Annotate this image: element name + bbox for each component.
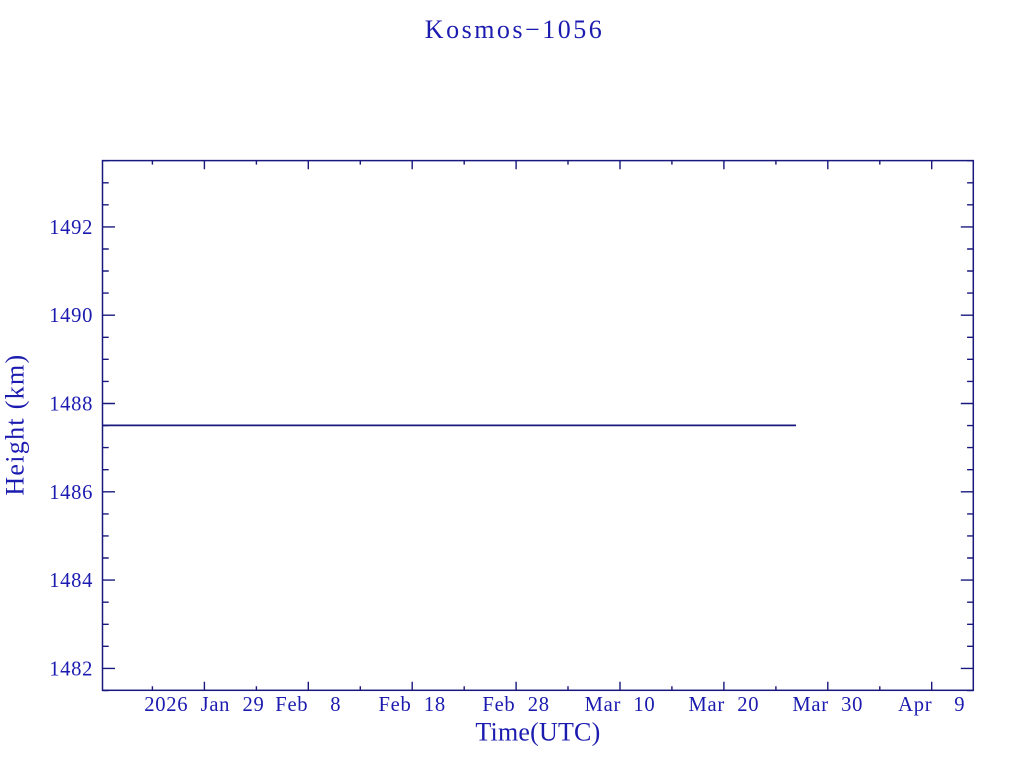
svg-text:Feb 18: Feb 18 [379, 694, 446, 716]
svg-text:1492: 1492 [49, 217, 93, 239]
svg-text:1482: 1482 [49, 658, 93, 680]
svg-text:1488: 1488 [49, 394, 93, 416]
svg-text:1490: 1490 [49, 305, 93, 327]
svg-text:1484: 1484 [49, 570, 93, 592]
svg-text:Time(UTC): Time(UTC) [475, 718, 600, 747]
svg-text:Mar 10: Mar 10 [585, 694, 656, 716]
svg-text:Feb 8: Feb 8 [275, 694, 341, 716]
svg-text:Feb 28: Feb 28 [482, 694, 549, 716]
svg-text:2026 Jan 29: 2026 Jan 29 [144, 694, 264, 716]
svg-text:Mar 30: Mar 30 [792, 694, 863, 716]
svg-text:1486: 1486 [49, 482, 93, 504]
svg-text:Kosmos−1056: Kosmos−1056 [425, 15, 604, 44]
svg-text:Mar 20: Mar 20 [689, 694, 760, 716]
svg-text:Height (km): Height (km) [0, 354, 29, 496]
svg-text:Apr 9: Apr 9 [898, 694, 965, 716]
